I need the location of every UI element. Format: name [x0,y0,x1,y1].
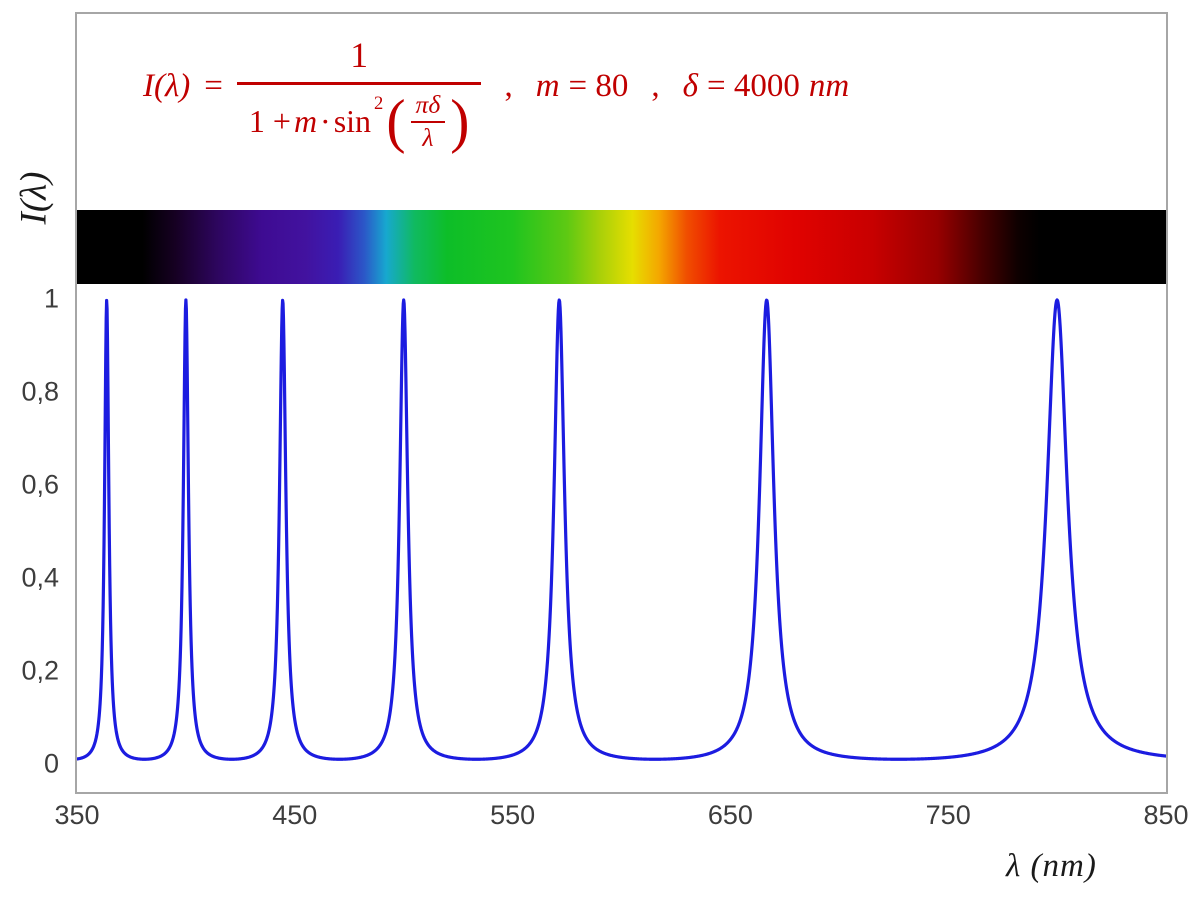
x-tick-label: 450 [272,800,318,830]
close-paren: ) [450,88,470,155]
open-paren: ( [386,88,406,155]
formula-equals: = [204,67,223,104]
curve-path [77,298,1166,761]
y-tick-labels: 0 0,2 0,4 0,6 0,8 1 [0,0,64,924]
y-tick-label: 1 [43,283,59,314]
inner-fraction-denominator: λ [422,122,434,152]
m-symbol: m [535,67,560,104]
formula-lhs: I(λ) [143,67,191,104]
y-tick-label: 0,2 [21,655,59,686]
delta-unit: nm [808,67,850,104]
spectrum-bar [77,210,1166,284]
formula-fraction: 1 1 + m · sin 2 ( πδ λ ) [236,34,482,155]
y-tick-label: 0,8 [21,376,59,407]
intensity-curve [77,298,1166,761]
y-tick-label: 0,6 [21,469,59,500]
plot-frame: I(λ) = 1 1 + m · sin 2 ( πδ λ ) , m = 80 ,… [75,12,1168,794]
y-tick-label: 0 [43,748,59,779]
delta-value: = 4000 [707,67,800,104]
fraction-numerator: 1 [350,35,369,75]
y-tick-label: 0,4 [21,562,59,593]
delta-equation: δ = 4000 nm [683,68,850,105]
formula: I(λ) = 1 1 + m · sin 2 ( πδ λ ) , m = 80 ,… [143,34,850,151]
inner-fraction-numerator: πδ [410,90,446,123]
delta-symbol: δ [682,67,698,104]
x-tick-label: 550 [490,800,536,830]
formula-comma-2: , [651,67,660,104]
m-value: = 80 [568,67,629,104]
den-power: 2 [374,93,384,114]
inner-fraction: πδ λ [410,90,446,152]
den-cdot: · [320,103,331,140]
x-tick-label: 750 [925,800,971,830]
x-tick-label: 850 [1143,800,1189,830]
x-tick-label: 650 [707,800,753,830]
den-sin: sin [333,103,372,140]
x-tick-label: 350 [54,800,100,830]
x-axis-label: λ (nm) [1006,848,1097,884]
m-equation: m = 80 [536,68,629,105]
formula-comma-1: , [504,67,513,104]
den-m: m [293,103,318,140]
x-tick-labels: 350 450 550 650 750 850 [0,800,1200,840]
fraction-denominator: 1 + m · sin 2 ( πδ λ ) [236,82,482,155]
den-one-plus: 1 + [248,103,291,140]
